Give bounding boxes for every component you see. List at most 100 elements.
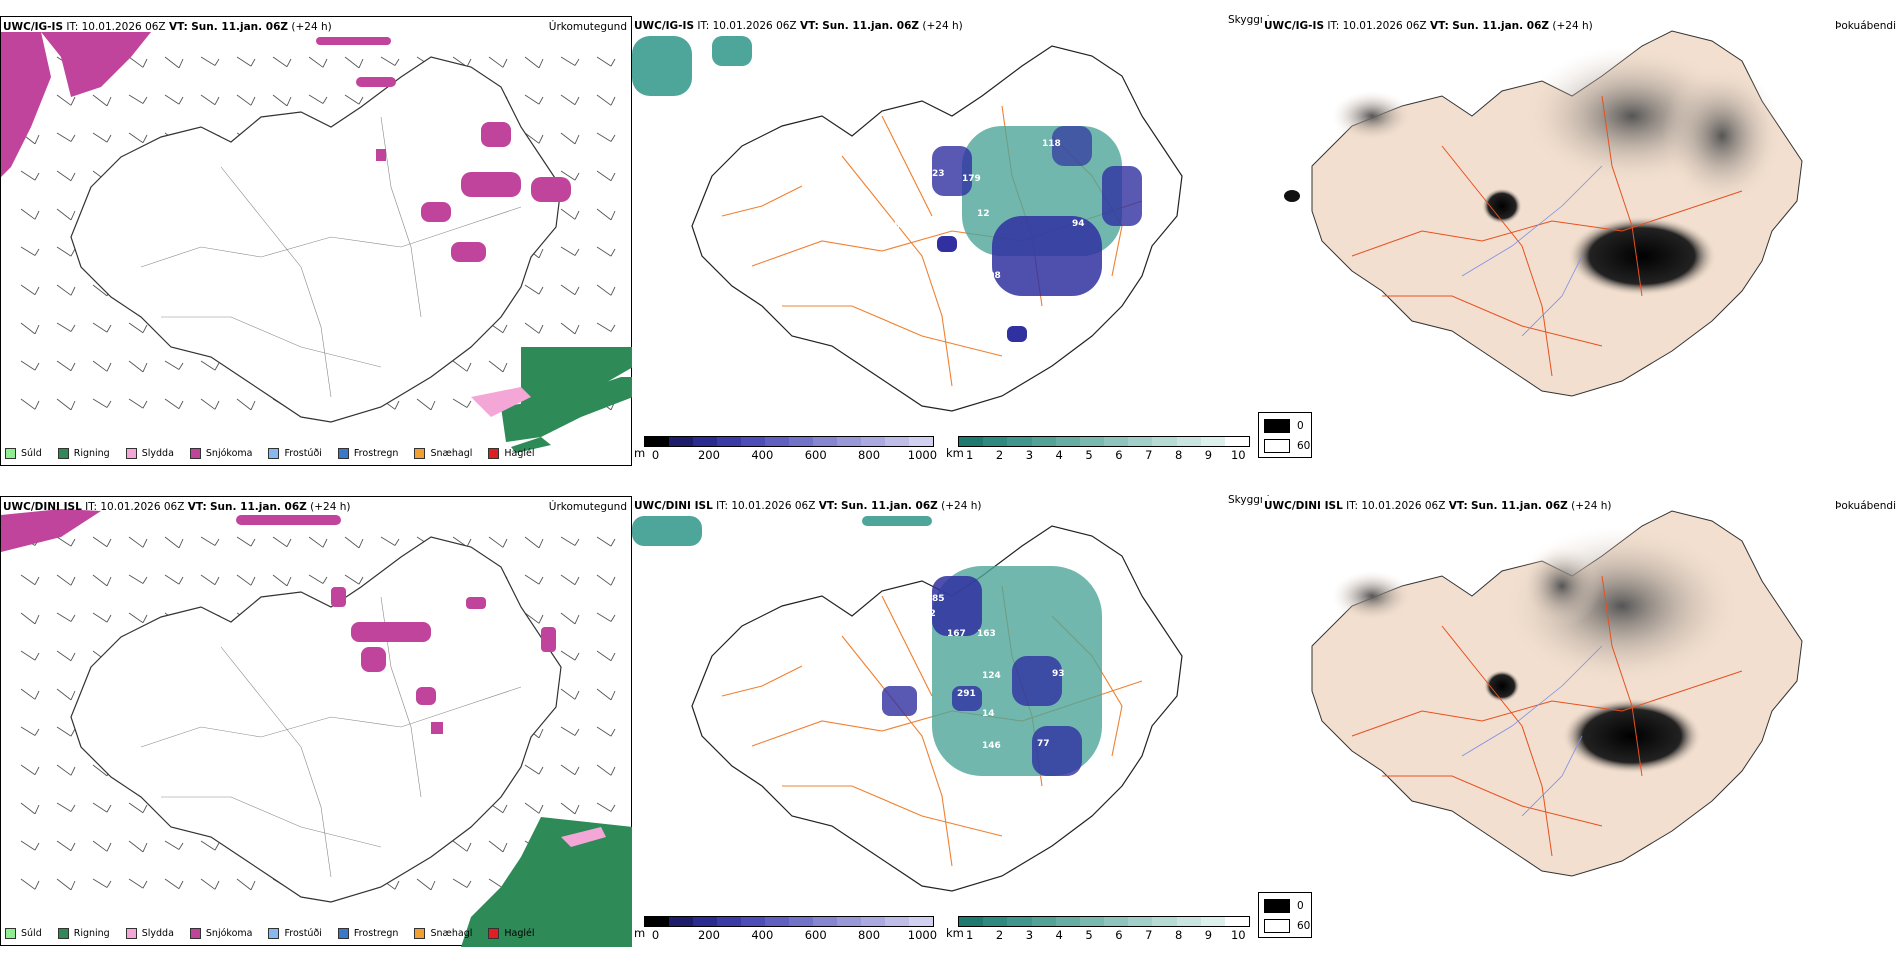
visibility-colorbar: 1 2 3 4 5 6 7 8 9 10 <box>958 916 1250 942</box>
colorbar-tick: 4 <box>1055 928 1063 942</box>
wind-barb <box>200 360 220 371</box>
colorbar-segment <box>645 917 669 926</box>
wind-barb <box>452 878 472 888</box>
wind-barb <box>128 398 148 409</box>
legend-swatch <box>337 448 349 459</box>
wind-barb <box>56 360 76 372</box>
colorbar-segment <box>813 437 837 446</box>
colorbar-segment <box>1224 437 1250 446</box>
wind-barb <box>596 284 616 296</box>
wind-barb <box>128 322 148 334</box>
colorbar-segment <box>885 437 909 446</box>
wind-barb <box>200 56 220 66</box>
wind-barb <box>20 360 40 371</box>
wind-barb <box>524 94 544 105</box>
low-visibility-areas <box>632 36 1142 342</box>
colorbar-tick: 800 <box>858 448 881 462</box>
vt-label: VT: <box>818 500 838 512</box>
iceland-outline <box>70 536 562 903</box>
colorbar-segment <box>645 437 669 446</box>
visibility-value-label: 23 <box>932 169 945 179</box>
legend-item: Frostúði <box>268 448 322 459</box>
legend-item: Súld <box>5 928 42 939</box>
panel-header: UWC/DINI ISL IT: 10.01.2026 06Z VT: Sun.… <box>634 500 982 512</box>
legend-item: Haglél <box>488 448 535 459</box>
colorbar-segment <box>861 437 885 446</box>
wind-barb <box>20 208 40 220</box>
legend-swatch <box>414 448 426 459</box>
wind-barb <box>596 650 616 662</box>
wind-barb <box>488 360 508 373</box>
it-value: 10.01.2026 06Z <box>1361 500 1446 512</box>
fog-min-swatch <box>1264 439 1290 453</box>
wind-barb <box>524 764 544 775</box>
colorbar-segment <box>959 917 984 926</box>
wind-barb <box>524 802 544 814</box>
wind-barb <box>20 246 40 256</box>
colorbar-segment <box>741 437 765 446</box>
fog-map-igis <box>1284 30 1803 397</box>
legend-label: Rigning <box>73 928 110 939</box>
legend-swatch <box>414 928 426 939</box>
model-name: UWC/IG-IS <box>634 20 695 32</box>
colorbar-segment <box>959 437 984 446</box>
snow-areas <box>1 32 571 262</box>
wind-barb <box>596 132 616 142</box>
colorbar-tick: 0 <box>651 928 660 942</box>
wind-barb <box>344 536 364 549</box>
fog-min-label: 60 <box>1297 920 1311 932</box>
legend-item: Snjókoma <box>189 448 253 459</box>
panel-title: Úrkomutegund <box>548 501 627 513</box>
precip-type-panel-igis: UWC/IG-IS IT: 10.01.2026 06Z VT: Sun. 11… <box>0 16 633 466</box>
fog-indicator-panel-igis: UWC/IG-IS IT: 10.01.2026 06Z VT: Sun. 11… <box>1258 16 1900 476</box>
wind-barb <box>56 802 76 812</box>
wind-barb <box>560 574 580 586</box>
visibility-value-label: 62 <box>962 254 975 264</box>
wind-barb <box>92 94 112 107</box>
wind-barb <box>20 650 40 661</box>
wind-barb <box>380 536 400 546</box>
fog-legend: 0 60 <box>1258 412 1312 458</box>
wind-barb <box>272 536 292 548</box>
wind-barb <box>92 360 112 372</box>
legend-label: Snæhagl <box>430 928 473 939</box>
precip-type-panel-dini: UWC/DINI ISL IT: 10.01.2026 06Z VT: Sun.… <box>0 496 633 947</box>
visibility-value-label: 167 <box>947 629 966 639</box>
wind-barb <box>524 56 544 69</box>
visibility-unit: km <box>946 926 964 940</box>
legend-item: Frostúði <box>268 928 322 939</box>
colorbar-tick: 200 <box>697 448 720 462</box>
wind-barb <box>92 840 112 852</box>
wind-barb <box>596 802 616 812</box>
legend-label: Snjókoma <box>205 448 253 459</box>
panel-header: UWC/DINI ISL IT: 10.01.2026 06Z VT: Sun.… <box>1264 500 1612 512</box>
legend-item: Snæhagl <box>414 928 472 939</box>
colorbar-tick: 0 <box>651 448 660 462</box>
wind-barb <box>560 132 580 145</box>
colorbar-segment <box>1079 917 1105 926</box>
colorbar-tick: 1 <box>966 928 974 942</box>
wind-barb <box>236 94 256 106</box>
wind-barb <box>56 208 76 221</box>
legend-label: Frostregn <box>353 928 399 939</box>
wind-barb <box>128 574 148 584</box>
wind-barb <box>596 612 616 622</box>
colorbar-segment <box>837 437 861 446</box>
wind-barb <box>596 94 616 106</box>
wind-barb <box>92 536 112 548</box>
visibility-value-label: 179 <box>962 174 981 184</box>
wind-barb <box>344 574 364 585</box>
colorbar-tick: 1000 <box>907 928 938 942</box>
wind-barb <box>524 536 544 549</box>
colorbar-tick: 600 <box>804 448 827 462</box>
colorbar-tick: 9 <box>1204 928 1213 942</box>
colorbar-segment <box>813 917 837 926</box>
lead-time: (+24 h) <box>1552 20 1593 32</box>
road-lines <box>140 116 522 398</box>
wind-barb <box>92 398 112 408</box>
visibility-value-label: 102 <box>917 609 936 619</box>
colorbar-segment <box>1200 917 1225 926</box>
lead-time: (+24 h) <box>941 500 982 512</box>
visibility-value-label: 50 <box>894 221 907 231</box>
wind-barb <box>272 94 292 107</box>
